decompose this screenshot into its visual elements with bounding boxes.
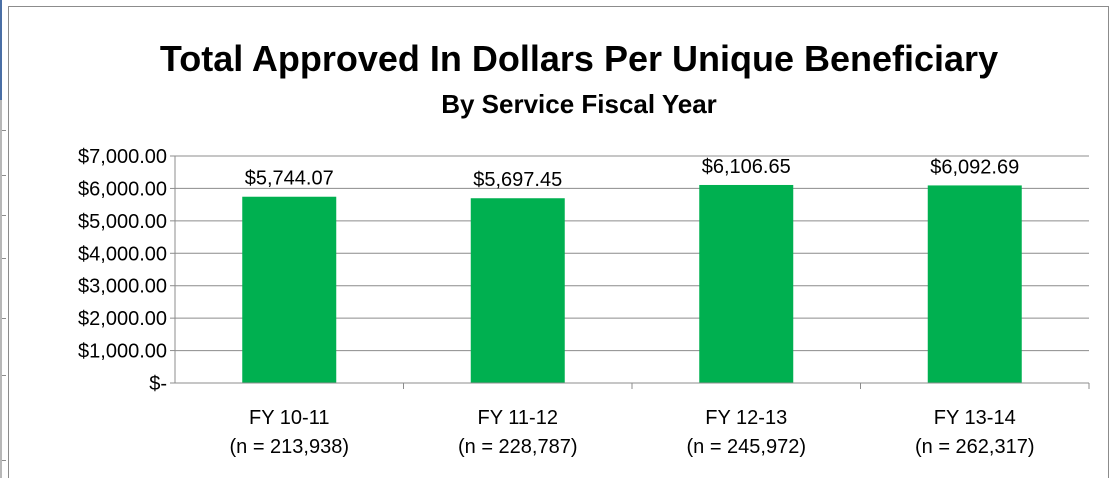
data-label: $5,697.45 [473, 169, 562, 191]
bars [242, 184, 1022, 383]
x-tick-label: FY 12-13 [705, 407, 787, 429]
bar [699, 184, 794, 383]
y-tick-label: $7,000.00 [78, 146, 167, 168]
bar [927, 185, 1022, 383]
y-tick-label: $6,000.00 [78, 178, 167, 200]
edge-tick [2, 460, 6, 461]
y-tick-label: $3,000.00 [78, 276, 167, 298]
y-tick-label: $1,000.00 [78, 341, 167, 363]
edge-tick [2, 318, 6, 319]
y-tick-label: $4,000.00 [78, 243, 167, 265]
x-tick-label: FY 10-11 [249, 407, 329, 429]
data-label: $6,092.69 [930, 156, 1019, 178]
bar [242, 196, 337, 383]
x-tick-sublabel: (n = 213,938) [229, 436, 349, 458]
data-label: $6,106.65 [702, 156, 791, 178]
chart-area: Total Approved In Dollars Per Unique Ben… [8, 6, 1109, 478]
y-tick-label: $- [149, 373, 167, 395]
data-label: $5,744.07 [245, 168, 334, 190]
x-tick-label: FY 13-14 [934, 407, 1016, 429]
x-tick-sublabel: (n = 245,972) [686, 436, 806, 458]
chart-subtitle: By Service Fiscal Year [441, 89, 717, 119]
bar-chart: Total Approved In Dollars Per Unique Ben… [78, 38, 1090, 458]
window-edge [0, 100, 2, 478]
edge-tick [2, 175, 6, 176]
labels: $- $1,000.00 $2,000.00 $3,000.00 $4,000.00 $5… [78, 146, 1035, 458]
edge-tick [2, 215, 6, 216]
x-tick-sublabel: (n = 262,317) [915, 436, 1035, 458]
window-edge-accent [0, 0, 2, 100]
edge-tick [2, 258, 6, 259]
axes [170, 155, 1090, 389]
bar [470, 198, 565, 383]
y-tick-label: $2,000.00 [78, 308, 167, 330]
x-tick-label: FY 11-12 [478, 407, 558, 429]
edge-tick [2, 375, 6, 376]
x-tick-sublabel: (n = 228,787) [458, 436, 578, 458]
y-tick-label: $5,000.00 [78, 211, 167, 233]
chart-title: Total Approved In Dollars Per Unique Ben… [160, 38, 998, 79]
edge-tick [2, 130, 6, 131]
